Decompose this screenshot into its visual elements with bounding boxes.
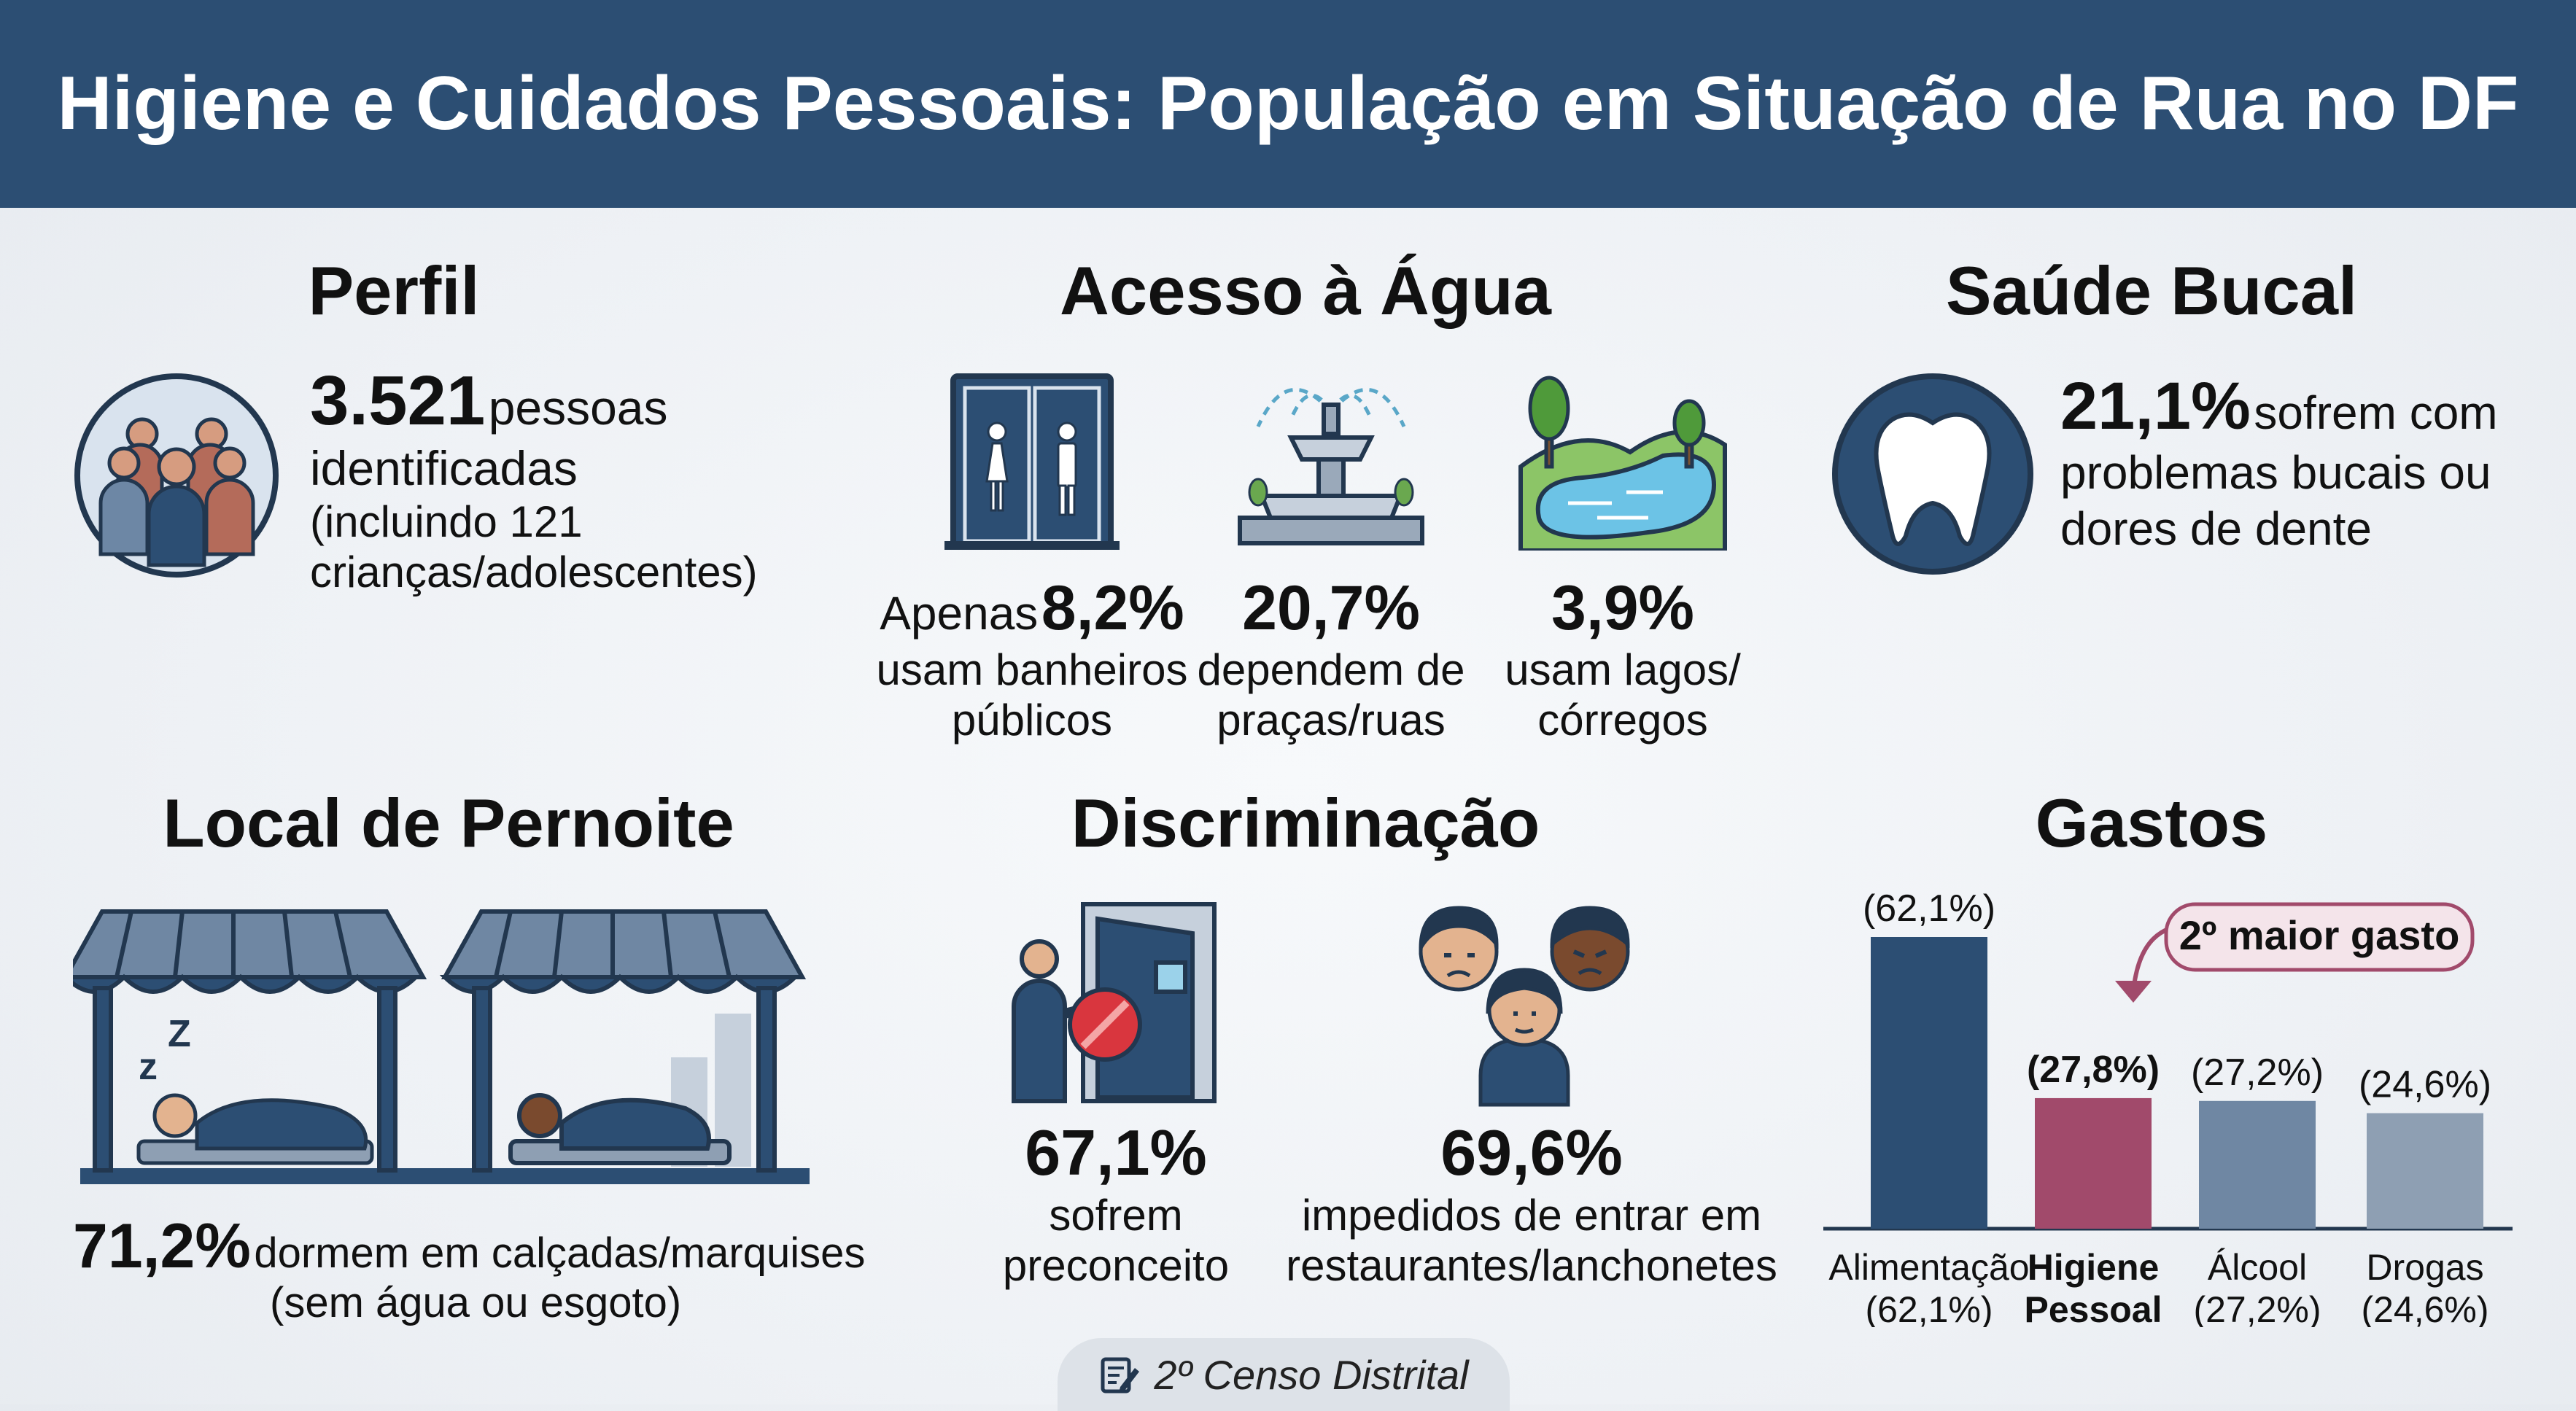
gastos-chart: (62,1%) (27,8%) (27,2%) (24,6%) Alimentação… (1801, 875, 2531, 1327)
pernoite-stats: 71,2% dormem em calçadas/marquises (sem … (73, 1210, 875, 1327)
callout-box (2164, 902, 2475, 972)
perfil-unit: pessoas (488, 381, 668, 435)
fountain-icon (1233, 368, 1429, 551)
footer-source: 2º Censo Distrital (1058, 1338, 1510, 1411)
discriminacao-item-2-value: 69,6% (1440, 1116, 1623, 1189)
bucal-text1: sofrem com (2254, 386, 2498, 439)
tick-label-drogas-2: (24,6%) (2361, 1289, 2488, 1327)
bar-higiene (2035, 1097, 2152, 1229)
data-label-alimentacao: (62,1%) (1863, 887, 1995, 930)
sleeping-under-awning-icon: z Z (73, 897, 817, 1196)
perfil-line3: (incluindo 121 (310, 497, 583, 546)
lake-icon (1517, 372, 1729, 551)
agua-item-1-line2: públicos (951, 696, 1113, 745)
bar-drogas (2367, 1113, 2483, 1229)
data-label-drogas: (24,6%) (2359, 1064, 2491, 1106)
agua-title: Acesso à Água (1060, 252, 1551, 329)
tick-label-higiene-1: Higiene (2028, 1247, 2160, 1288)
discriminacao-item-1-line1: sofrem (1049, 1191, 1183, 1240)
tick-label-drogas-1: Drogas (2366, 1247, 2483, 1288)
tick-label-alimentacao-2: (62,1%) (1865, 1289, 1993, 1327)
discriminacao-item-1-value: 67,1% (1025, 1116, 1207, 1189)
agua-item-1-prefix: Apenas (880, 587, 1039, 640)
bar-alcool (2199, 1100, 2316, 1229)
agua-item-1-value: 8,2% (1041, 573, 1184, 643)
header-bar: Higiene e Cuidados Pessoais: População e… (0, 0, 2576, 208)
faces-icon (1408, 904, 1641, 1108)
gastos-chart-svg: (62,1%) (27,8%) (27,2%) (24,6%) Alimentação… (1823, 887, 2513, 1327)
agua-item-3-line1: usam lagos/ (1505, 645, 1741, 694)
data-label-higiene: (27,8%) (2027, 1049, 2160, 1091)
discriminacao-item-2-line2: restaurantes/lanchonetes (1286, 1241, 1777, 1290)
agua-item-2-line2: praças/ruas (1217, 696, 1446, 745)
tooth-icon (1831, 372, 2035, 576)
bucal-text3: dores de dente (2060, 502, 2372, 555)
discriminacao-item-1-line2: preconceito (1002, 1241, 1230, 1290)
callout-text: 2º maior gasto (2179, 912, 2460, 958)
agua-item-1-line1: usam banheiros (876, 645, 1188, 694)
bucal-text2: problemas bucais ou (2060, 446, 2491, 499)
page-title: Higiene e Cuidados Pessoais: População e… (57, 61, 2519, 146)
agua-item-2-line1: dependem de (1197, 645, 1465, 694)
pernoite-title: Local de Pernoite (163, 785, 734, 861)
callout-arrowhead (2115, 981, 2152, 1003)
agua-item-2-value: 20,7% (1242, 573, 1420, 643)
perfil-line2: identificadas (310, 441, 578, 495)
bucal-title: Saúde Bucal (1945, 252, 2358, 329)
restroom-icon (944, 372, 1120, 551)
perfil-stats: 3.521 pessoas identificadas (incluindo 1… (310, 361, 820, 597)
pernoite-text1: dormem em calçadas/marquises (254, 1229, 866, 1277)
agua-item-1: Apenas 8,2% usam banheiros públicos (868, 572, 1196, 745)
bucal-value: 21,1% (2060, 369, 2251, 443)
agua-item-2: 20,7% dependem de praças/ruas (1189, 572, 1473, 745)
tick-label-higiene-2: Pessoal (2024, 1289, 2162, 1327)
perfil-number: 3.521 (310, 362, 486, 440)
agua-item-3: 3,9% usam lagos/ córregos (1481, 572, 1765, 745)
bar-alimentacao (1871, 937, 1987, 1229)
discriminacao-item-2: 69,6% impedidos de entrar em restaurante… (1284, 1116, 1780, 1291)
agua-item-3-value: 3,9% (1551, 573, 1695, 643)
bucal-stats: 21,1% sofrem com problemas bucais ou dor… (2060, 368, 2564, 557)
agua-item-3-line2: córregos (1537, 696, 1708, 745)
discriminacao-title: Discriminação (1071, 785, 1540, 861)
tick-label-alcool-1: Álcool (2208, 1247, 2307, 1288)
svg-text:z: z (139, 1046, 158, 1088)
tick-label-alcool-2: (27,2%) (2193, 1289, 2321, 1327)
discriminacao-item-2-line1: impedidos de entrar em (1301, 1191, 1762, 1240)
pernoite-value: 71,2% (73, 1211, 251, 1281)
gastos-title: Gastos (2035, 785, 2268, 861)
perfil-line4: crianças/adolescentes) (310, 547, 758, 596)
notepad-pen-icon (1101, 1357, 1140, 1393)
pernoite-text2: (sem água ou esgoto) (270, 1279, 682, 1326)
svg-text:Z: Z (168, 1013, 191, 1055)
blocked-door-icon (1003, 897, 1222, 1108)
perfil-title: Perfil (308, 252, 480, 329)
people-group-icon (73, 372, 281, 580)
data-label-alcool: (27,2%) (2191, 1052, 2324, 1094)
discriminacao-item-1: 67,1% sofrem preconceito (977, 1116, 1254, 1291)
tick-label-alimentacao-1: Alimentação (1828, 1247, 2029, 1288)
footer-label: 2º Censo Distrital (1154, 1351, 1469, 1398)
